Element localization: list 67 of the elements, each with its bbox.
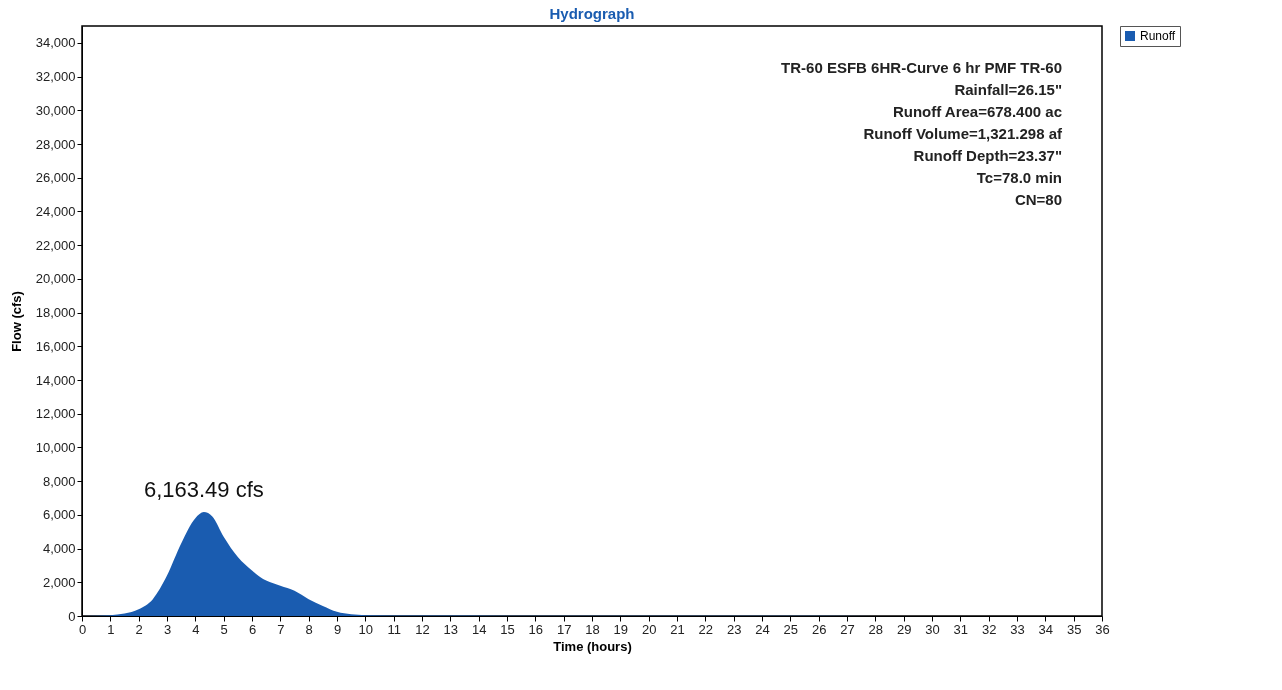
x-tick-label: 22 [698, 621, 714, 637]
y-tick-label: 30,000 [35, 102, 76, 118]
y-tick-label: 26,000 [35, 170, 76, 186]
x-tick-label: 4 [192, 621, 200, 637]
x-tick-label: 13 [443, 621, 459, 637]
x-tick-label: 32 [981, 621, 997, 637]
x-tick-label: 11 [387, 621, 401, 637]
x-tick-label: 6 [248, 621, 257, 637]
annotation: Runoff Volume=1,321.298 af [863, 125, 1063, 142]
x-tick-label: 29 [896, 621, 912, 637]
x-tick-label: 2 [135, 621, 143, 637]
x-tick-label: 17 [556, 621, 572, 637]
x-tick-label: 5 [220, 621, 228, 637]
x-tick-label: 24 [755, 621, 770, 637]
x-tick-label: 16 [528, 621, 544, 637]
x-tick-label: 25 [783, 621, 799, 637]
x-axis-title: Time (hours) [553, 638, 632, 654]
x-tick-label: 31 [953, 621, 969, 637]
x-tick-label: 8 [305, 621, 313, 637]
y-tick-label: 14,000 [35, 372, 76, 388]
annotation: Runoff Area=678.400 ac [892, 103, 1062, 120]
x-tick-label: 12 [415, 621, 430, 637]
y-tick-label: 32,000 [35, 69, 76, 85]
y-axis-title: Flow (cfs) [8, 291, 24, 352]
y-tick-label: 18,000 [35, 305, 76, 321]
x-tick-label: 14 [471, 621, 487, 637]
y-tick-label: 28,000 [35, 136, 76, 152]
annotation: CN=80 [1014, 191, 1062, 208]
x-tick-label: 3 [163, 621, 172, 637]
x-tick-label: 7 [277, 621, 285, 637]
y-tick-label: 0 [68, 608, 76, 624]
legend-label: Runoff [1140, 29, 1176, 43]
annotation: 6,163.49 cfs [143, 477, 264, 503]
x-tick-label: 27 [840, 621, 855, 637]
y-tick-label: 2,000 [42, 574, 76, 590]
y-tick-label: 22,000 [35, 237, 76, 253]
x-tick-label: 20 [641, 621, 657, 637]
y-tick-label: 8,000 [42, 473, 76, 489]
x-tick-label: 9 [333, 621, 342, 637]
x-tick-label: 0 [78, 621, 87, 637]
y-tick-label: 12,000 [35, 406, 76, 422]
annotation: TR-60 ESFB 6HR-Curve 6 hr PMF TR-60 [781, 59, 1062, 76]
y-tick-label: 20,000 [35, 271, 76, 287]
x-tick-label: 34 [1038, 621, 1054, 637]
x-tick-label: 18 [585, 621, 600, 637]
y-tick-label: 10,000 [35, 439, 76, 455]
y-tick-label: 4,000 [42, 541, 76, 557]
x-tick-label: 26 [811, 621, 827, 637]
x-tick-label: 10 [358, 621, 374, 637]
x-tick-label: 23 [726, 621, 742, 637]
x-tick-label: 19 [613, 621, 629, 637]
x-tick-label: 33 [1010, 621, 1025, 637]
chart-title: Hydrograph [549, 4, 635, 22]
x-tick-label: 15 [500, 621, 515, 637]
y-tick-label: 6,000 [42, 507, 76, 523]
annotation: Runoff Depth=23.37" [913, 147, 1062, 164]
annotation: Tc=78.0 min [976, 169, 1062, 186]
x-tick-label: 21 [670, 621, 685, 637]
annotation: Rainfall=26.15" [954, 81, 1062, 98]
x-tick-label: 28 [868, 621, 884, 637]
x-tick-label: 36 [1095, 621, 1110, 637]
y-tick-label: 34,000 [35, 35, 76, 51]
x-tick-label: 30 [925, 621, 940, 637]
y-tick-label: 24,000 [35, 203, 76, 219]
x-tick-label: 35 [1066, 621, 1082, 637]
x-tick-label: 1 [107, 621, 115, 637]
y-tick-label: 16,000 [35, 338, 76, 354]
